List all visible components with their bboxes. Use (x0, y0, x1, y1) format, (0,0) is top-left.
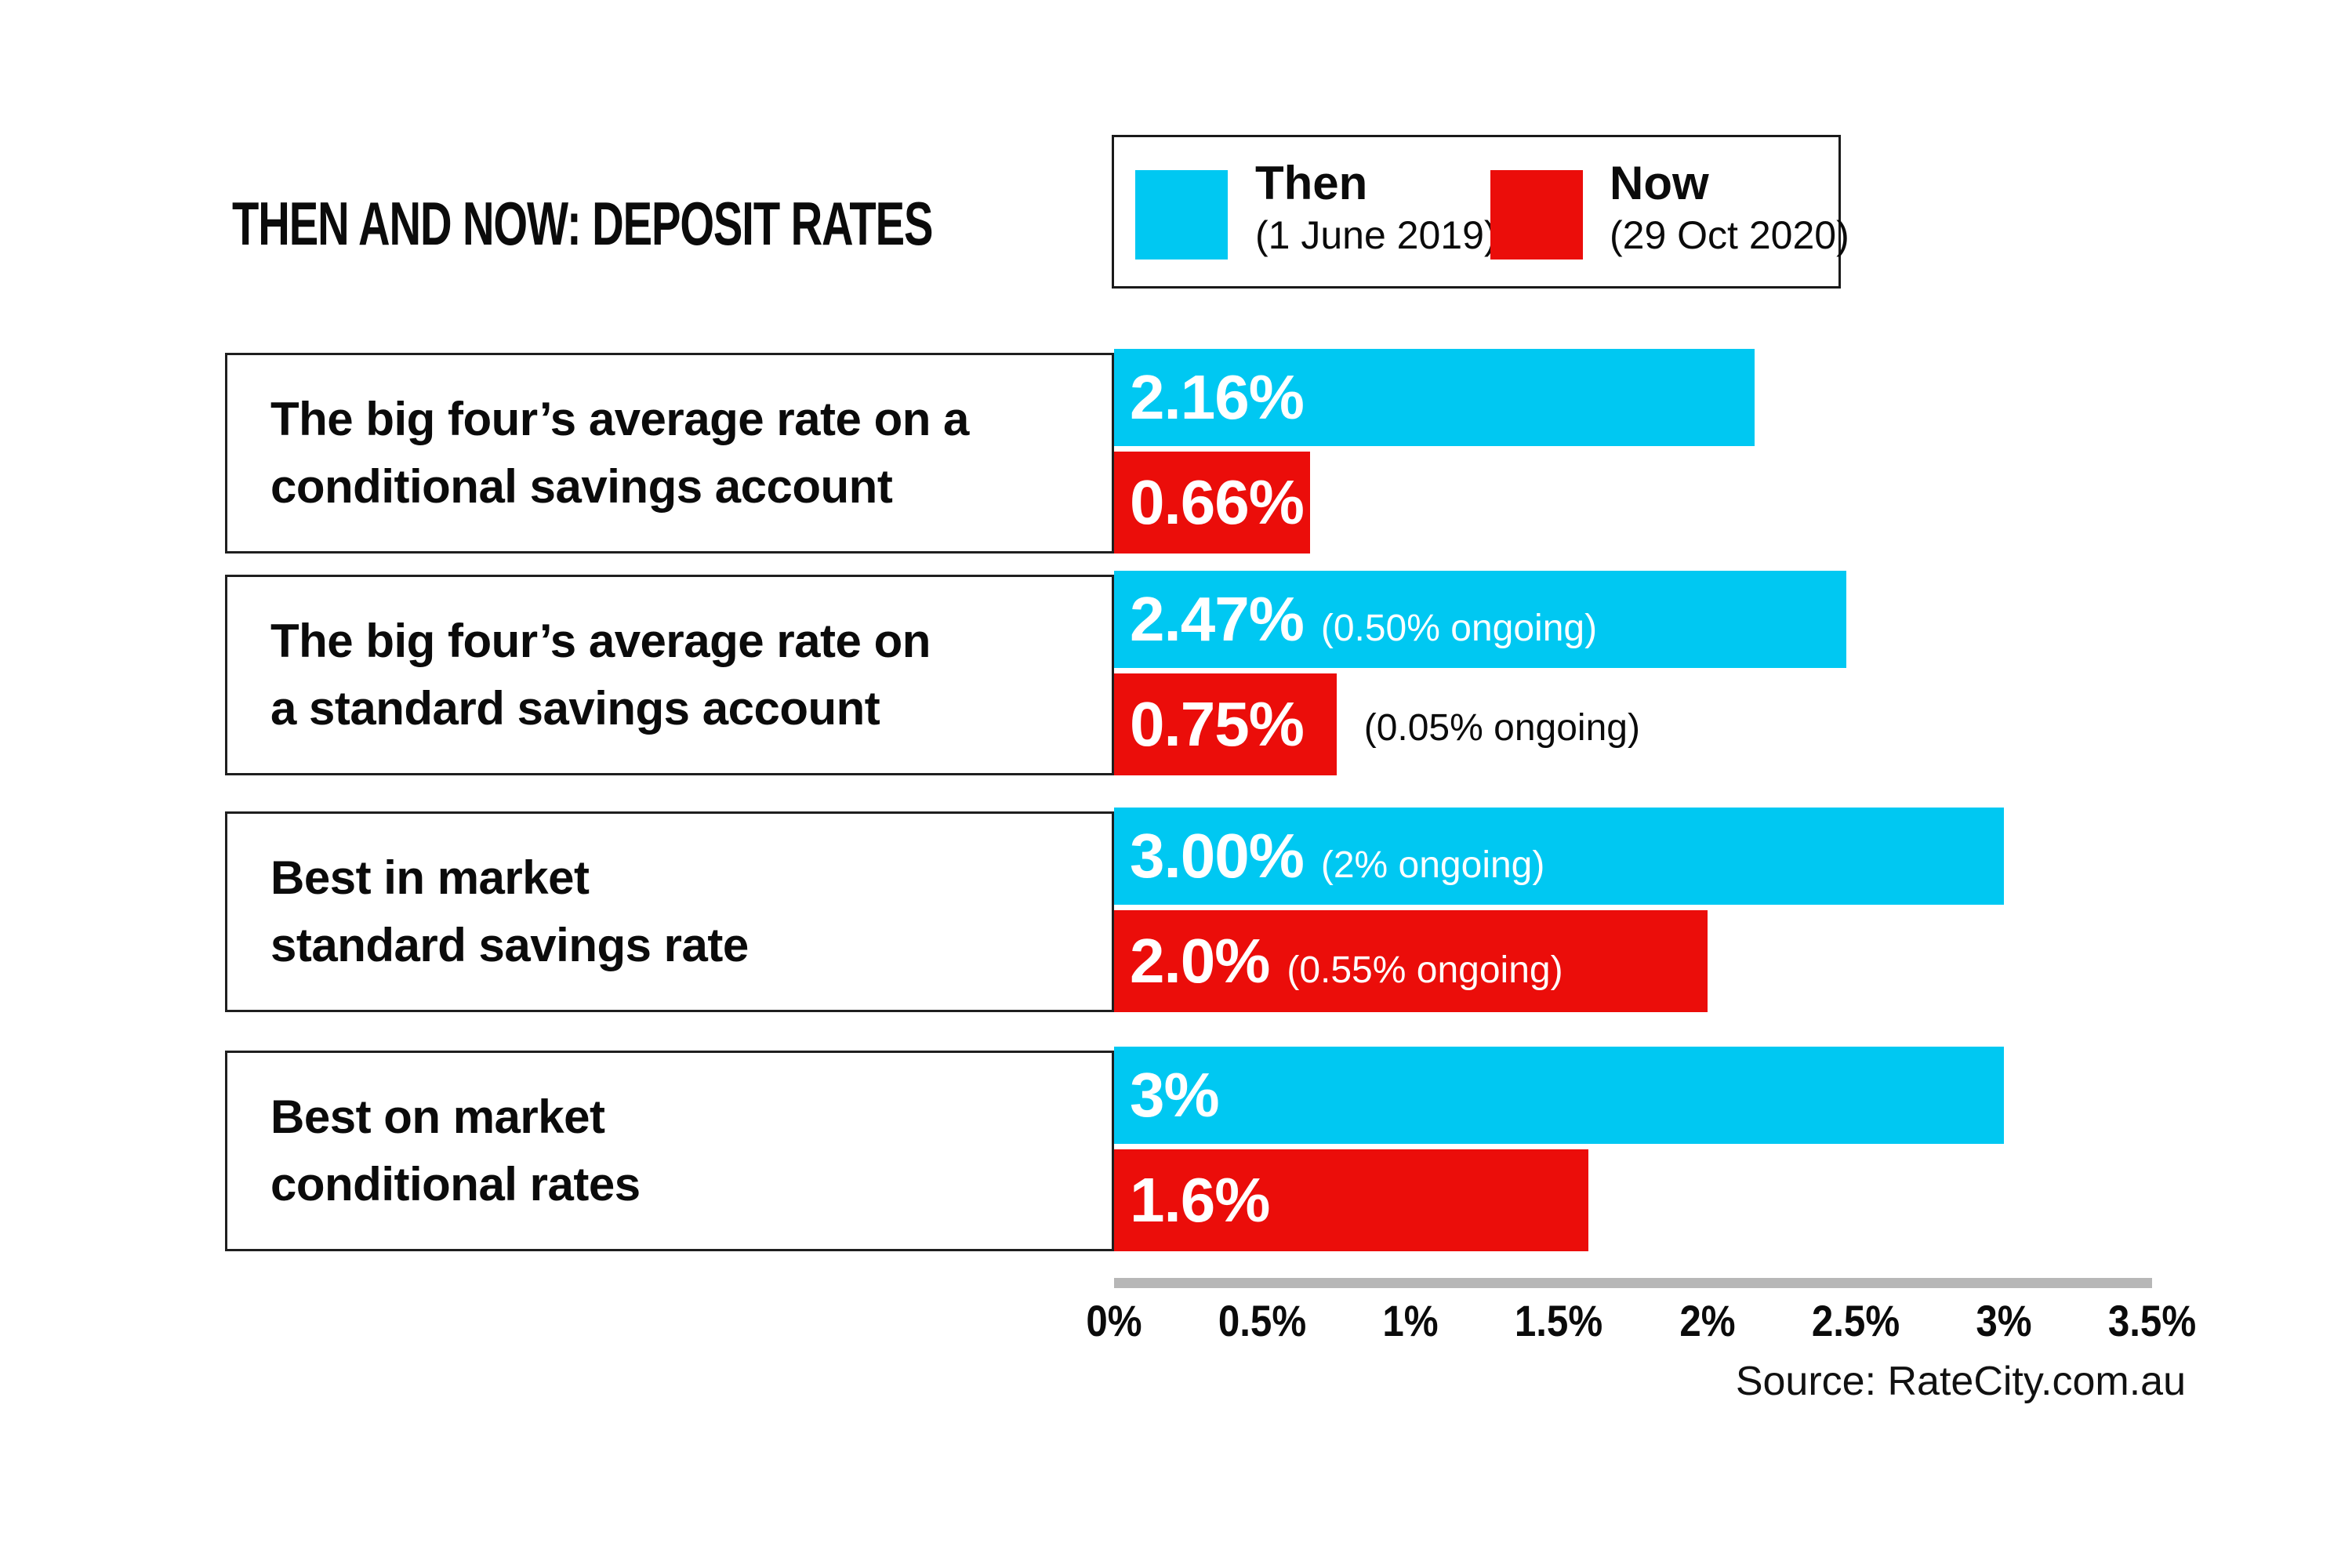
category-label: The big four’s average rate on a standar… (270, 615, 931, 735)
x-tick-label: 0% (1086, 1296, 1142, 1345)
bar-now-3: 1.6% (1114, 1149, 1589, 1251)
category-label: The big four’s average rate on a conditi… (270, 393, 969, 513)
legend-label-then: Then (1255, 157, 1368, 209)
bar-value-label: 3% (1130, 1060, 1220, 1130)
bar-ongoing-note-outside: (0.05% ongoing) (1363, 706, 1640, 749)
x-tick-label: 1% (1382, 1296, 1439, 1345)
bar-value-label: 1.6% (1130, 1165, 1270, 1235)
category-label-box: The big four’s average rate on a conditi… (225, 353, 1114, 554)
x-tick-label: 3.5% (2107, 1296, 2197, 1345)
bar-then-2: 3.00% (2% ongoing) (1114, 808, 2004, 905)
bar-value-label: 0.66% (1130, 467, 1305, 537)
legend-swatch-then (1135, 170, 1228, 260)
legend-sublabel-then: (1 June 2019) (1255, 213, 1497, 257)
legend: Then (1 June 2019) Now (29 Oct 2020) (1112, 135, 1849, 289)
category-label-box: Best in market standard savings rate (225, 811, 1114, 1012)
bar-ongoing-note: (0.50% ongoing) (1320, 608, 1598, 649)
bar-now-1: 0.75% (0.05% ongoing) (1114, 673, 1640, 775)
x-axis-line (1114, 1278, 2152, 1288)
legend-sublabel-now: (29 Oct 2020) (1610, 213, 1849, 257)
chart-title: THEN AND NOW: DEPOSIT RATES (232, 189, 933, 258)
x-tick-label: 0.5% (1218, 1296, 1307, 1345)
bar-ongoing-note: (0.55% ongoing) (1287, 949, 1563, 991)
bar-now-2: 2.0% (0.55% ongoing) (1114, 910, 1708, 1012)
bar-value-label: 2.0% (1130, 926, 1270, 996)
bar-value-label: 0.75% (1130, 689, 1305, 759)
x-tick-label: 2.5% (1811, 1296, 1900, 1345)
bar-ongoing-note: (2% ongoing) (1320, 844, 1545, 886)
category-label-box: Best on market conditional rates (225, 1051, 1114, 1251)
category-label: Best on market conditional rates (270, 1091, 641, 1210)
x-tick-label: 1.5% (1515, 1296, 1603, 1345)
legend-swatch-now (1490, 170, 1583, 260)
bar-value-label: 3.00% (1130, 821, 1305, 891)
bar-value-label: 2.16% (1130, 362, 1305, 432)
bar-value-label: 2.47% (1130, 584, 1305, 654)
legend-label-now: Now (1610, 157, 1709, 209)
source-credit: Source: RateCity.com.au (1735, 1359, 2186, 1404)
category-label-box: The big four’s average rate on a standar… (225, 575, 1114, 775)
bar-then-1: 2.47% (0.50% ongoing) (1114, 571, 1847, 668)
bar-then-0: 2.16% (1114, 349, 1755, 446)
x-tick-label: 3% (1976, 1296, 2032, 1345)
bar-now-0: 0.66% (1114, 452, 1310, 554)
x-tick-label: 2% (1679, 1296, 1736, 1345)
bar-then-3: 3% (1114, 1047, 2004, 1144)
category-label: Best in market standard savings rate (270, 851, 749, 971)
